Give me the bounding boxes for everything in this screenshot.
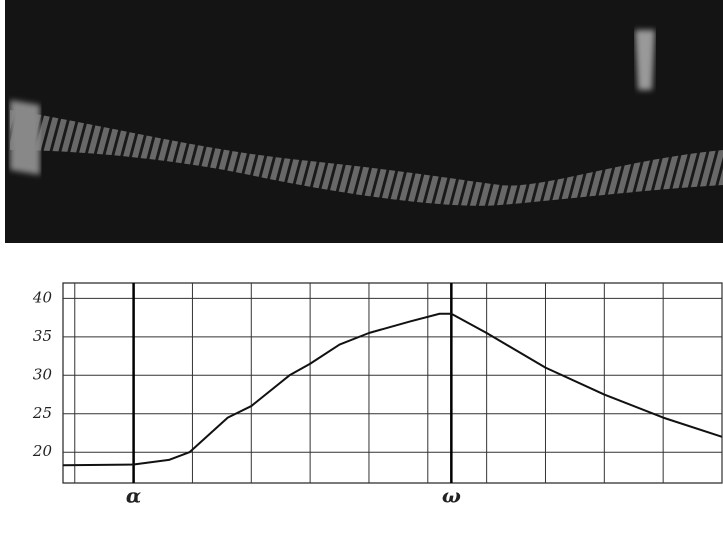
y-tick-label: 35	[33, 327, 52, 345]
x-tick-label: α	[126, 484, 141, 508]
oscillogram-photo	[5, 0, 723, 243]
y-tick-label: 30	[33, 365, 53, 383]
y-tick-label: 25	[32, 404, 52, 422]
data-line	[62, 312, 723, 467]
plot-frame	[62, 282, 723, 484]
y-tick-label: 40	[32, 288, 53, 306]
plot	[62, 282, 723, 484]
x-tick-label: ω	[442, 484, 461, 508]
y-tick-label: 20	[32, 442, 53, 460]
